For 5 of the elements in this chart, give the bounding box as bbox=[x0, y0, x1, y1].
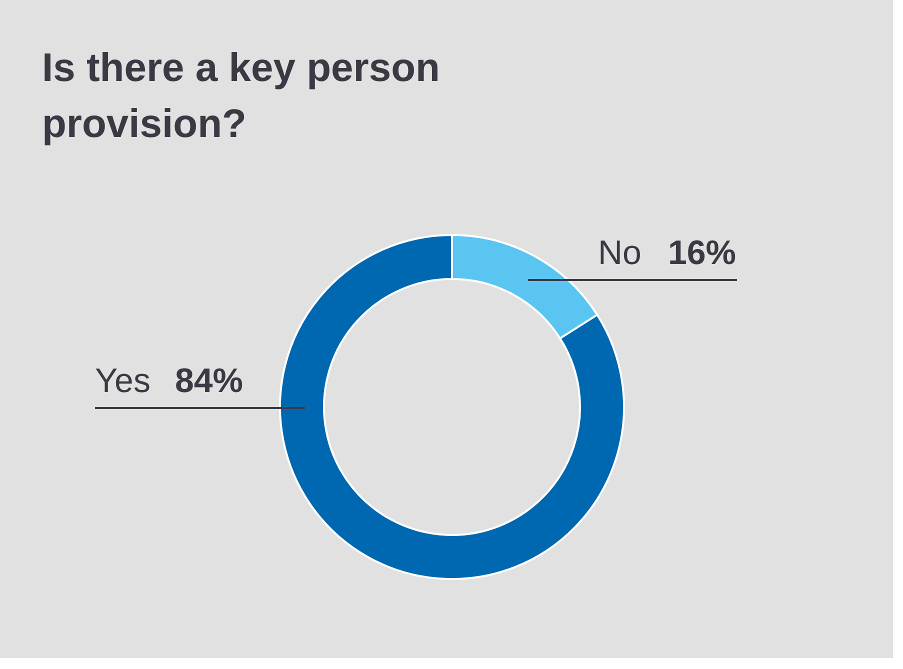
slice-label: No bbox=[598, 234, 642, 272]
slice-label: Yes bbox=[95, 362, 150, 400]
data-label: 16% bbox=[668, 234, 736, 272]
data-label: 84% bbox=[174, 362, 243, 400]
chart-title: Is there a key person provision? bbox=[42, 45, 441, 148]
